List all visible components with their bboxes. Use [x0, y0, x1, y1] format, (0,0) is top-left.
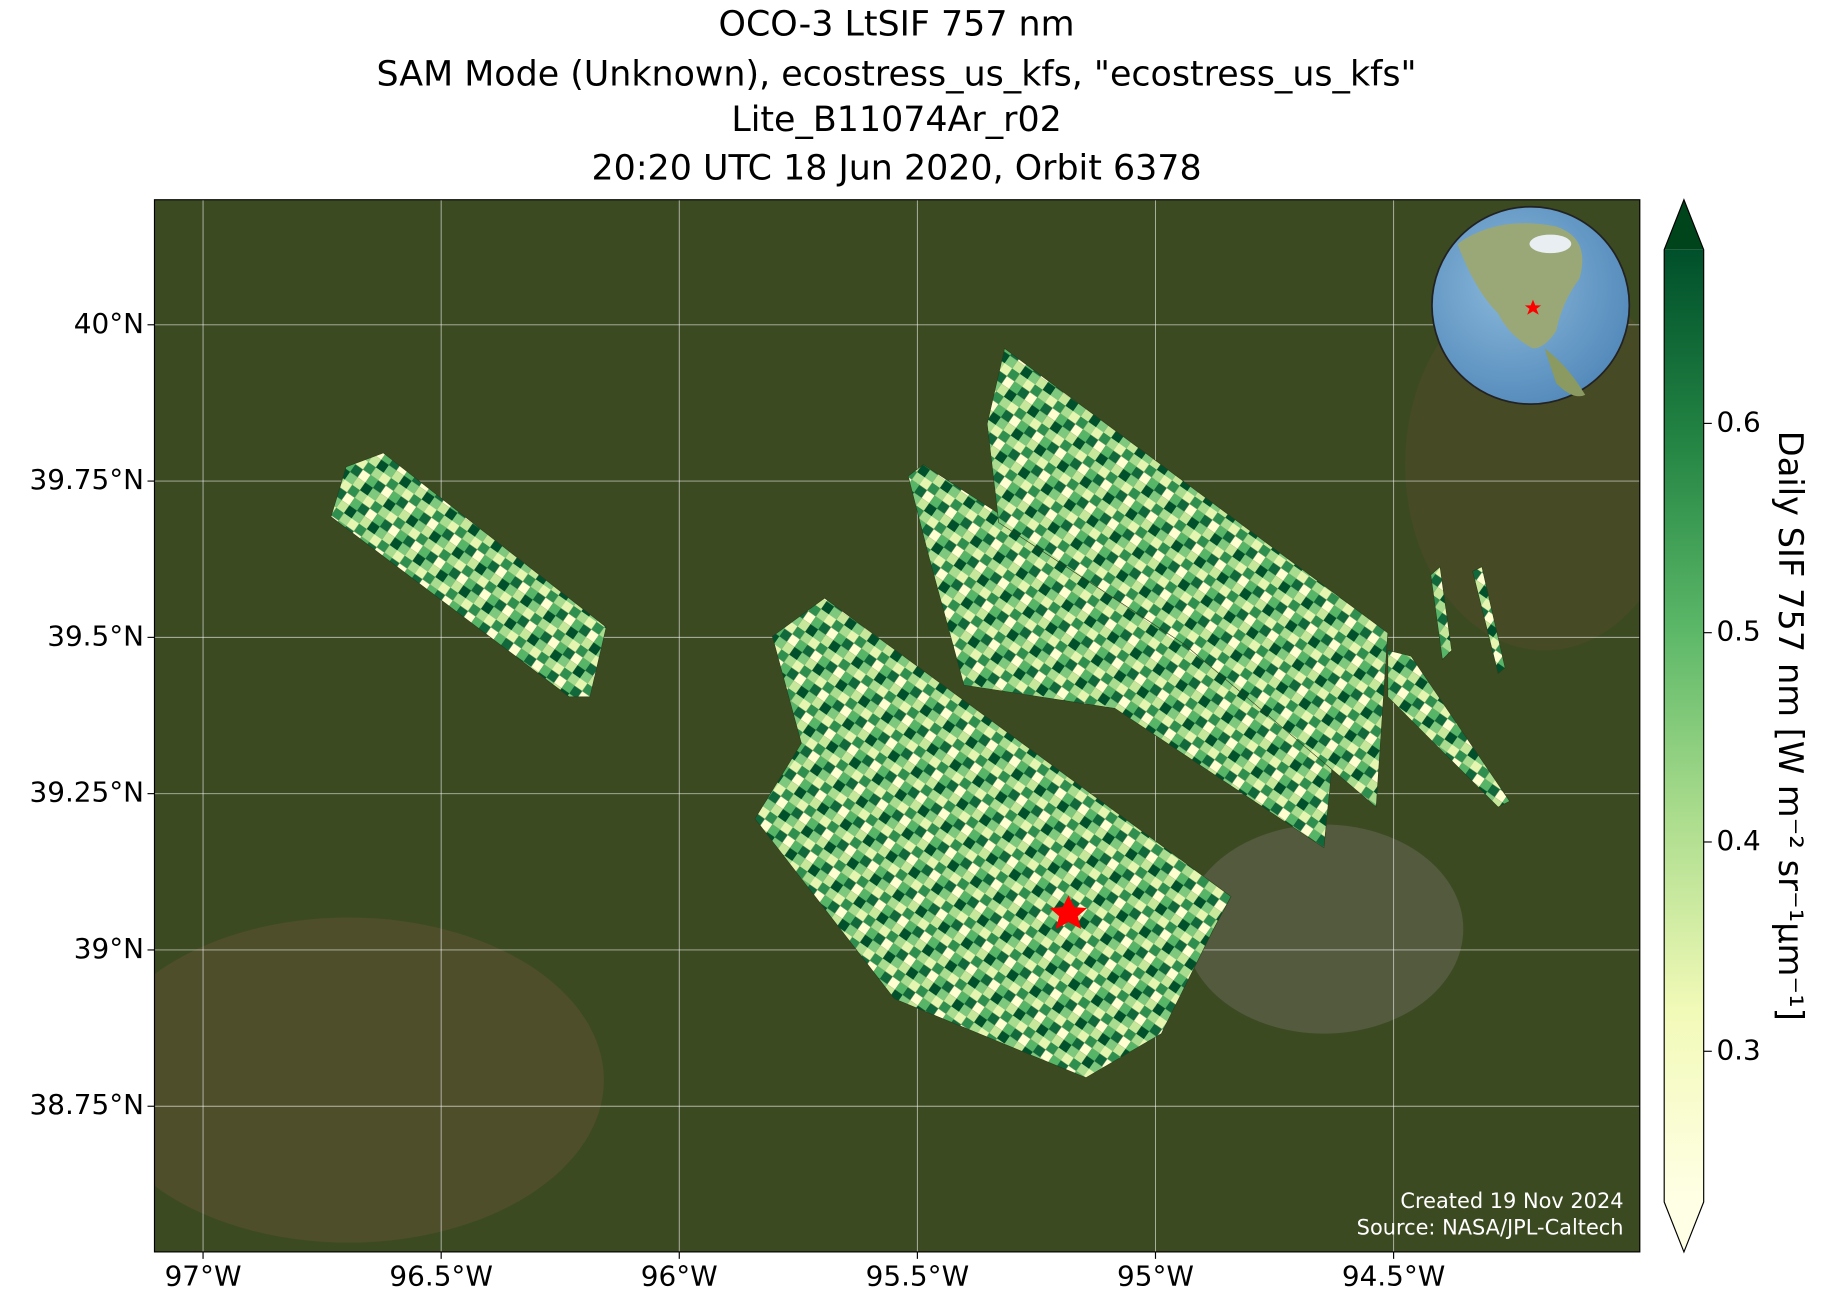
x-tick-label: 96.5°W: [389, 1259, 493, 1292]
colorbar-extend: [1664, 199, 1704, 250]
title: Lite_B11074Ar_r02: [731, 100, 1061, 140]
swath: [754, 597, 1232, 1079]
colorbar-label: Daily SIF 757 nm [W m⁻² sr⁻¹μm⁻¹]: [1771, 431, 1810, 1021]
x-tick-label: 96°W: [641, 1259, 718, 1292]
grid: [154, 199, 1640, 1252]
map: Created 19 Nov 2024 Source: NASA/JPL-Cal…: [154, 199, 1640, 1252]
colorbar-tick-label: 0.4: [1716, 824, 1760, 857]
y-tick-label: 39°N: [74, 932, 144, 965]
title: OCO-3 LtSIF 757 nm: [719, 5, 1075, 45]
swaths: [330, 347, 1511, 1079]
x-tick-label: 95.5°W: [866, 1259, 970, 1292]
colorbar-tick-label: 0.6: [1716, 405, 1760, 438]
urban-area: [1184, 824, 1464, 1034]
title: SAM Mode (Unknown), ecostress_us_kfs, "e…: [377, 54, 1417, 94]
swath: [907, 464, 1336, 849]
continent: [1457, 223, 1583, 349]
x-tick-label: 94.5°W: [1342, 1259, 1446, 1292]
colorbar: [1663, 198, 1705, 1254]
swath: [1472, 566, 1506, 675]
swath: [1430, 566, 1452, 661]
y-tick-label: 39.25°N: [29, 776, 144, 809]
continent: [1544, 348, 1586, 397]
site-marker: [1049, 895, 1088, 930]
x-tick-label: 95°W: [1117, 1259, 1194, 1292]
map-frame: [153, 199, 1641, 1253]
colorbar-tick-label: 0.5: [1716, 615, 1760, 648]
colorbar-body: [1664, 249, 1704, 1202]
x-tick-label: 97°W: [165, 1259, 242, 1292]
annotation: Created 19 Nov 2024: [1400, 1189, 1623, 1213]
colorbar-extend: [1664, 1201, 1704, 1252]
y-tick-label: 39.75°N: [29, 463, 144, 496]
swath: [986, 347, 1389, 808]
colorbar-outline: [1663, 198, 1705, 1254]
y-tick-label: 39.5°N: [47, 619, 144, 652]
y-tick-label: 38.75°N: [29, 1088, 144, 1121]
annotation: Source: NASA/JPL-Caltech: [1357, 1216, 1624, 1240]
title: 20:20 UTC 18 Jun 2020, Orbit 6378: [592, 149, 1202, 189]
globe-inset: [1431, 205, 1631, 406]
colorbar-tick-label: 0.3: [1716, 1033, 1760, 1066]
y-tick-label: 40°N: [74, 307, 144, 340]
terrain: [154, 917, 604, 1243]
site-marker: [1524, 299, 1542, 315]
swath: [1387, 649, 1511, 808]
ice: [1529, 234, 1572, 254]
swath: [330, 452, 607, 698]
